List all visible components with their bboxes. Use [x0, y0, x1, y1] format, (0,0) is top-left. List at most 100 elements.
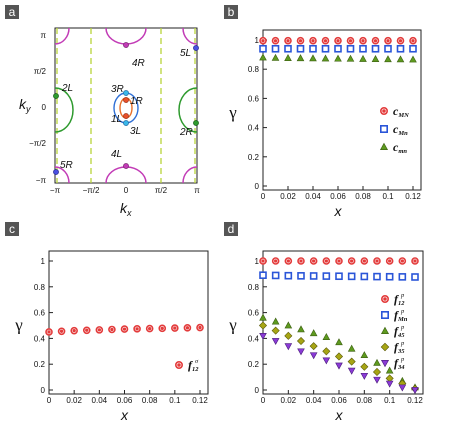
- panel-d-legend-sup-1: p: [400, 308, 405, 315]
- panel-b-series1-point: [334, 44, 342, 53]
- bz-frame: [54, 27, 198, 184]
- panel-d-series1-point: [385, 272, 394, 281]
- panel-b-series0-point-core: [386, 39, 390, 43]
- ytick-pi: π: [40, 31, 46, 40]
- panel-a-ylabel: ky: [19, 96, 31, 114]
- panel-c-xtick-label: 0.1: [169, 396, 181, 405]
- panel-d-series2-point: [335, 338, 343, 346]
- panel-d-series4-point: [411, 387, 419, 395]
- node-4L: [123, 163, 129, 169]
- panel-b-series2-point: [259, 53, 267, 61]
- green-pocket-right: [178, 87, 198, 133]
- panel-b-ytick-label: 1: [255, 36, 260, 45]
- panel-b-xtick-label: 0.02: [280, 192, 296, 201]
- annotation-2L: 2L: [61, 83, 73, 94]
- panel-b-series2-point: [359, 54, 367, 62]
- panel-d-series4-point: [284, 343, 293, 351]
- panel-b-series0-point-core: [311, 39, 315, 43]
- panel-c-legend-label-0: f12: [188, 358, 199, 373]
- panel-d-series1-point: [271, 271, 280, 280]
- panel-d-series0-point-core: [337, 259, 341, 263]
- panel-c-legend-marker-0-core: [177, 363, 181, 367]
- panel-b-xtick-label: 0: [261, 192, 266, 201]
- panel-c-series0-point-core: [47, 330, 51, 334]
- node-1L: [123, 113, 129, 119]
- panel-c-ytick-label: 0.2: [34, 360, 46, 369]
- panel-b-label: b: [228, 5, 235, 19]
- panel-c-series0-point-core: [135, 327, 139, 331]
- panel-b-xtick-label: 0.06: [330, 192, 346, 201]
- panel-b-xtick-label: 0.12: [405, 192, 421, 201]
- panel-d-series0-point-core: [375, 259, 379, 263]
- panel-b-label-box: [224, 5, 238, 19]
- panel-c-xtick-label: 0.04: [92, 396, 108, 405]
- panel-d-series0-point-core: [400, 259, 404, 263]
- panel-b-series2-point: [271, 53, 280, 61]
- xtick-neg-pi: −π: [50, 186, 61, 195]
- annotation-5R: 5R: [60, 160, 73, 171]
- annotation-1R: 1R: [130, 96, 143, 107]
- panel-b-series2-point: [346, 54, 355, 62]
- panel-d-series1-point: [322, 272, 331, 280]
- panel-d-series0-point-core: [299, 259, 303, 263]
- node-2R: [193, 120, 199, 126]
- panel-c-ytick-label: 0: [41, 386, 46, 395]
- panel-d-legend-marker-1: [380, 310, 389, 319]
- panel-c-series0-point-core: [72, 329, 76, 333]
- panel-d-series1-point: [259, 271, 267, 279]
- panel-c-series0-point-core: [110, 327, 114, 332]
- panel-d-series1-point: [411, 273, 419, 281]
- panel-d-series1-point: [335, 272, 343, 281]
- panel-a: a 4R 5L 2L 3R 1R: [5, 5, 200, 218]
- panel-b-series0-point-core: [323, 39, 328, 43]
- panel-b-series1-point: [296, 44, 305, 53]
- arc-top-left: [54, 27, 70, 45]
- panel-d-series3-point: [372, 367, 382, 376]
- panel-d-series2-point: [284, 321, 293, 329]
- panel-b-series2-point: [296, 54, 305, 62]
- arc-bottom-left: [54, 166, 70, 184]
- panel-d-series2-point: [297, 325, 305, 333]
- panel-d-series0-point-core: [324, 259, 328, 263]
- panel-d: 0 0.2 0.4 0.6 0.8 1 0 0.02 0.04 0.06 0.08 0.1 0.12 x γ…: [228, 250, 424, 423]
- node-3R: [123, 90, 129, 96]
- panel-b-series0-point-core: [373, 39, 378, 43]
- panel-b-series1-point: [309, 44, 317, 53]
- panel-b-series1-point: [346, 44, 355, 53]
- panel-b-xlabel: x: [334, 203, 343, 219]
- panel-d-legend-sup-4: p: [400, 356, 405, 363]
- panel-b-series0-point-core: [286, 39, 290, 43]
- panel-d-series0-point-core: [286, 259, 290, 263]
- panel-d-series0-point-core: [312, 259, 316, 263]
- panel-b-ytick-label: 0.6: [248, 94, 260, 103]
- panel-d-legend-sub-2: 45: [397, 332, 405, 339]
- panel-b-xtick-label: 0.08: [355, 192, 371, 201]
- panel-d-series2-point: [259, 313, 267, 321]
- panel-b-legend-label-2: cmn: [393, 140, 407, 155]
- panel-d-series4-point: [385, 380, 394, 388]
- panel-d-legend-label-2: f45: [394, 324, 405, 339]
- panel-d-legend-sup-0: p: [400, 292, 405, 299]
- panel-d-series3-point: [334, 352, 344, 361]
- annotation-5L: 5L: [180, 48, 191, 59]
- panel-b-series2-point: [409, 55, 417, 63]
- panel-d-series1-point: [373, 272, 381, 281]
- annotation-3R: 3R: [111, 84, 124, 95]
- panel-d-series2-point: [271, 317, 280, 325]
- panel-c-series0-point-core: [97, 328, 101, 332]
- panel-b-series2-point: [309, 54, 317, 62]
- panel-d-legend-label-3: f35: [394, 340, 405, 355]
- panel-b-legend-label-1: cMn: [393, 122, 408, 137]
- panel-d-xtick-label: 0.04: [306, 396, 322, 405]
- panel-b-series1-point: [371, 44, 380, 53]
- panel-c-xtick-label: 0.12: [192, 396, 208, 405]
- green-pocket-left: [54, 87, 74, 133]
- panel-d-series4-point: [322, 357, 331, 365]
- panel-b-legend-sub-2: mn: [398, 148, 407, 155]
- panel-d-ytick-label: 0.6: [248, 309, 260, 318]
- panel-a-xlabel: kx: [120, 200, 132, 218]
- panel-c-label-box: [5, 222, 19, 236]
- panel-d-series1-point: [347, 272, 356, 281]
- panel-d-legend-marker-4: [380, 359, 390, 368]
- panel-d-series0-point-core: [362, 259, 366, 263]
